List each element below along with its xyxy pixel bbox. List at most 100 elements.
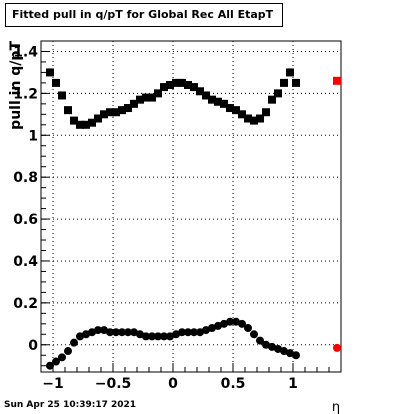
circle-marker — [220, 319, 228, 328]
y-tick-label: 0.4 — [13, 254, 38, 270]
square-marker — [46, 68, 54, 77]
square-marker — [184, 80, 192, 89]
square-marker — [130, 99, 138, 108]
square-marker — [154, 89, 162, 98]
circle-marker — [280, 347, 288, 356]
circle-marker — [160, 332, 168, 341]
circle-marker — [166, 332, 174, 341]
circle-marker — [274, 344, 282, 353]
square-marker — [262, 108, 270, 117]
square-marker — [118, 106, 126, 115]
circle-marker — [124, 328, 132, 337]
x-tick-label: −1 — [42, 376, 63, 392]
chart-title: Fitted pull in q/pT for Global Rec All E… — [5, 3, 283, 27]
circle-marker — [190, 328, 198, 337]
square-marker — [52, 78, 60, 87]
circle-marker — [232, 317, 240, 326]
circle-marker — [268, 342, 276, 351]
circle-marker — [184, 328, 192, 337]
square-marker — [112, 108, 120, 117]
square-marker — [70, 116, 78, 125]
data-markers — [46, 68, 300, 370]
y-tick-label: 0.2 — [13, 296, 38, 312]
square-marker — [280, 78, 288, 87]
circle-marker — [106, 328, 114, 337]
circle-marker — [58, 353, 66, 362]
circle-marker — [112, 328, 120, 337]
plot-frame — [40, 40, 342, 373]
square-marker — [160, 83, 168, 92]
circle-marker — [202, 326, 210, 335]
circle-marker — [196, 328, 204, 337]
circle-marker — [64, 347, 72, 356]
circle-marker — [136, 330, 144, 339]
square-marker — [286, 68, 294, 77]
y-tick-label: 1.4 — [13, 44, 38, 60]
y-tick-label: 1.2 — [13, 86, 38, 102]
circle-marker — [88, 328, 96, 337]
x-axis-label: η — [332, 400, 340, 414]
square-marker — [238, 110, 246, 119]
circle-marker — [238, 319, 246, 328]
circle-marker — [208, 324, 216, 333]
square-marker — [76, 120, 84, 129]
circle-marker — [154, 332, 162, 341]
x-tick-label: −0.5 — [95, 376, 132, 392]
square-marker — [268, 95, 276, 104]
y-tick-label: 1 — [28, 128, 38, 144]
overflow-square-marker — [333, 76, 341, 85]
overflow-markers — [333, 76, 341, 352]
circle-marker — [172, 330, 180, 339]
circle-marker — [292, 351, 300, 360]
square-marker — [190, 83, 198, 92]
square-marker — [124, 104, 132, 113]
circle-marker — [100, 326, 108, 335]
square-marker — [256, 114, 264, 123]
square-marker — [142, 93, 150, 102]
circle-marker — [262, 340, 270, 349]
circle-marker — [142, 332, 150, 341]
square-marker — [82, 120, 90, 129]
square-marker — [58, 91, 66, 100]
square-marker — [172, 78, 180, 87]
circle-marker — [46, 361, 54, 370]
circle-marker — [244, 324, 252, 333]
overflow-circle-marker — [333, 343, 341, 352]
square-marker — [208, 95, 216, 104]
circle-marker — [148, 332, 156, 341]
circle-marker — [130, 328, 138, 337]
y-tick-label: 0.8 — [13, 170, 38, 186]
square-marker — [232, 106, 240, 115]
y-tick-label: 0 — [28, 338, 38, 354]
square-marker — [136, 95, 144, 104]
square-marker — [220, 99, 228, 108]
square-marker — [106, 108, 114, 117]
square-marker — [100, 110, 108, 119]
square-marker — [94, 114, 102, 123]
square-marker — [226, 104, 234, 113]
axis-ticks — [40, 50, 342, 372]
square-marker — [148, 93, 156, 102]
y-axis-label: pull in q/pT — [8, 41, 24, 130]
circle-marker — [256, 336, 264, 345]
square-marker — [64, 106, 72, 115]
square-marker — [250, 116, 258, 125]
circle-marker — [70, 338, 78, 347]
square-marker — [274, 89, 282, 98]
x-tick-labels: −1 −0.5 0 0.5 1 — [42, 376, 298, 392]
square-marker — [166, 80, 174, 89]
square-marker — [244, 114, 252, 123]
circle-marker — [94, 326, 102, 335]
circle-marker — [214, 321, 222, 330]
square-marker — [292, 78, 300, 87]
square-marker — [178, 78, 186, 87]
circle-marker — [118, 328, 126, 337]
timestamp: Sun Apr 25 10:39:17 2021 — [4, 400, 137, 410]
square-marker — [214, 97, 222, 106]
x-tick-label: 1 — [288, 376, 298, 392]
x-tick-label: 0 — [168, 376, 178, 392]
circle-marker — [82, 330, 90, 339]
y-tick-labels: 0 0.2 0.4 0.6 0.8 1 1.2 1.4 — [13, 44, 38, 353]
circle-marker — [286, 349, 294, 358]
